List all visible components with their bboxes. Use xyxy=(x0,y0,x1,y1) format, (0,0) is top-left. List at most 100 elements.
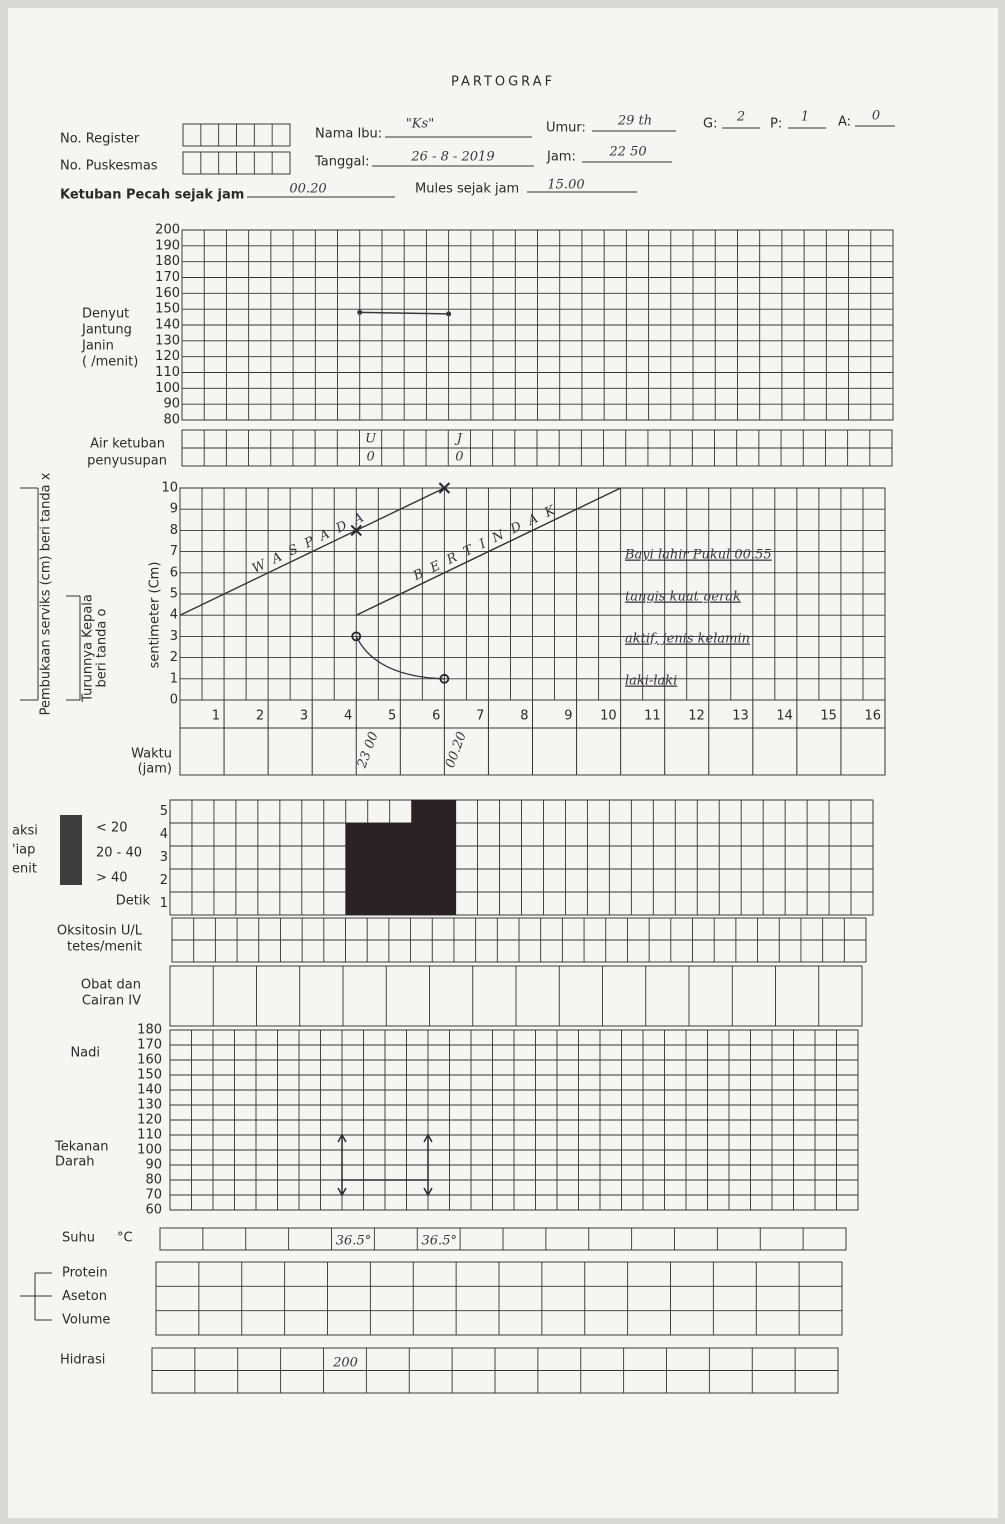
y-tick-label: 110 xyxy=(137,1128,162,1143)
contraction-bar xyxy=(368,823,390,915)
y-tick-label: 200 xyxy=(155,223,180,238)
y-tick-label: 2 xyxy=(170,650,178,665)
side-label: beri tanda o xyxy=(95,608,110,687)
y-tick-label: 140 xyxy=(155,318,180,333)
field-label: G: xyxy=(703,117,717,132)
x-tick-label: 1 xyxy=(212,709,220,724)
y-tick-label: 3 xyxy=(160,850,168,865)
handwritten-note: laki-laki xyxy=(625,674,677,689)
y-tick-label: 9 xyxy=(170,502,178,517)
field-label: P: xyxy=(770,117,782,132)
section-label: tetes/menit xyxy=(67,940,142,955)
y-tick-label: 70 xyxy=(145,1188,162,1203)
field-value: 26 - 8 - 2019 xyxy=(410,150,494,165)
contraction-bar xyxy=(346,823,368,915)
field-value: 00.20 xyxy=(289,182,326,197)
contraction-bar xyxy=(412,800,434,915)
y-tick-label: 110 xyxy=(155,365,180,380)
x-tick-label: 11 xyxy=(644,709,661,724)
section-label: Janin xyxy=(81,339,114,354)
y-tick-label: 60 xyxy=(145,1203,162,1218)
y-tick-label: 100 xyxy=(137,1143,162,1158)
section-label: ( /menit) xyxy=(82,355,138,370)
handwritten-note: aktif, jenis kelamin xyxy=(625,632,750,647)
field-label: Mules sejak jam xyxy=(415,182,519,197)
section-label: Denyut xyxy=(82,307,129,322)
legend-label: Detik xyxy=(116,894,151,909)
field-value: 15.00 xyxy=(547,178,584,193)
field-value: "Ks" xyxy=(406,117,434,132)
section-label: penyusupan xyxy=(87,454,167,469)
field-label: Nama Ibu: xyxy=(315,127,382,142)
section-label: Tekanan xyxy=(54,1140,108,1155)
y-tick-label: 0 xyxy=(170,693,178,708)
x-tick-label: 10 xyxy=(600,709,617,724)
moulding-entry: 0 xyxy=(455,450,463,465)
side-label: 'iap xyxy=(12,843,35,858)
x-tick-label: 3 xyxy=(300,709,308,724)
field-value: 22 50 xyxy=(608,145,646,160)
handwritten-note: tangis kuat gerak xyxy=(625,590,741,605)
section-label: Oksitosin U/L xyxy=(57,924,143,939)
field-label: Jam: xyxy=(546,150,576,165)
temperature-entry: 36.5° xyxy=(422,1234,457,1249)
side-label: aksi xyxy=(12,824,38,839)
side-label: Pembukaan serviks (cm) beri tanda x xyxy=(39,472,54,715)
y-tick-label: 80 xyxy=(163,413,180,428)
field-value: 0 xyxy=(872,109,880,124)
x-tick-label: 8 xyxy=(520,709,528,724)
section-label: Waktu xyxy=(131,747,172,762)
x-tick-label: 13 xyxy=(732,709,749,724)
field-value: 29 th xyxy=(617,114,652,129)
y-tick-label: 10 xyxy=(161,481,178,496)
legend-swatch xyxy=(60,815,82,885)
fhr-point xyxy=(357,310,362,315)
y-tick-label: 100 xyxy=(155,381,180,396)
y-tick-label: 6 xyxy=(170,565,178,580)
y-tick-label: 190 xyxy=(155,238,180,253)
y-tick-label: 160 xyxy=(155,286,180,301)
temperature-entry: 36.5° xyxy=(336,1234,371,1249)
y-tick-label: 4 xyxy=(170,608,178,623)
contraction-bar xyxy=(390,823,412,915)
section-label: (jam) xyxy=(138,762,172,777)
y-tick-label: 4 xyxy=(160,827,168,842)
field-label: Umur: xyxy=(546,121,586,136)
x-tick-label: 5 xyxy=(388,709,396,724)
field-value: 1 xyxy=(801,110,809,125)
section-label: Cairan IV xyxy=(82,994,141,1009)
side-label: Turunnya Kepala xyxy=(81,594,96,703)
legend-label: > 40 xyxy=(96,871,128,886)
section-label: Air ketuban xyxy=(90,437,165,452)
y-tick-label: 150 xyxy=(155,302,180,317)
section-label: Suhu xyxy=(62,1231,95,1246)
y-tick-label: 150 xyxy=(137,1068,162,1083)
moulding-entry: 0 xyxy=(366,450,374,465)
page: { "header": { "title": "PARTOGRAF", "no_… xyxy=(0,0,1005,1524)
section-label: °C xyxy=(117,1231,133,1246)
y-tick-label: 130 xyxy=(137,1098,162,1113)
form-title: PARTOGRAF xyxy=(451,75,555,90)
x-tick-label: 9 xyxy=(564,709,572,724)
hydration-entry: 200 xyxy=(332,1356,358,1371)
section-label: Aseton xyxy=(62,1289,107,1304)
field-value: 2 xyxy=(736,110,745,125)
x-tick-label: 14 xyxy=(776,709,793,724)
y-tick-label: 130 xyxy=(155,333,180,348)
y-tick-label: 2 xyxy=(160,873,168,888)
x-tick-label: 4 xyxy=(344,709,352,724)
contraction-bar xyxy=(434,800,456,915)
amniotic-entry: U xyxy=(365,432,377,447)
x-tick-label: 6 xyxy=(432,709,440,724)
field-label: No. Register xyxy=(60,132,140,147)
y-tick-label: 1 xyxy=(170,671,178,686)
side-label: enit xyxy=(12,862,37,877)
x-tick-label: 12 xyxy=(688,709,705,724)
y-tick-label: 170 xyxy=(155,270,180,285)
x-tick-label: 7 xyxy=(476,709,484,724)
y-tick-label: 180 xyxy=(137,1023,162,1038)
y-tick-label: 8 xyxy=(170,523,178,538)
y-tick-label: 1 xyxy=(160,896,168,911)
y-tick-label: 120 xyxy=(155,349,180,364)
field-label: Tanggal: xyxy=(314,155,369,170)
